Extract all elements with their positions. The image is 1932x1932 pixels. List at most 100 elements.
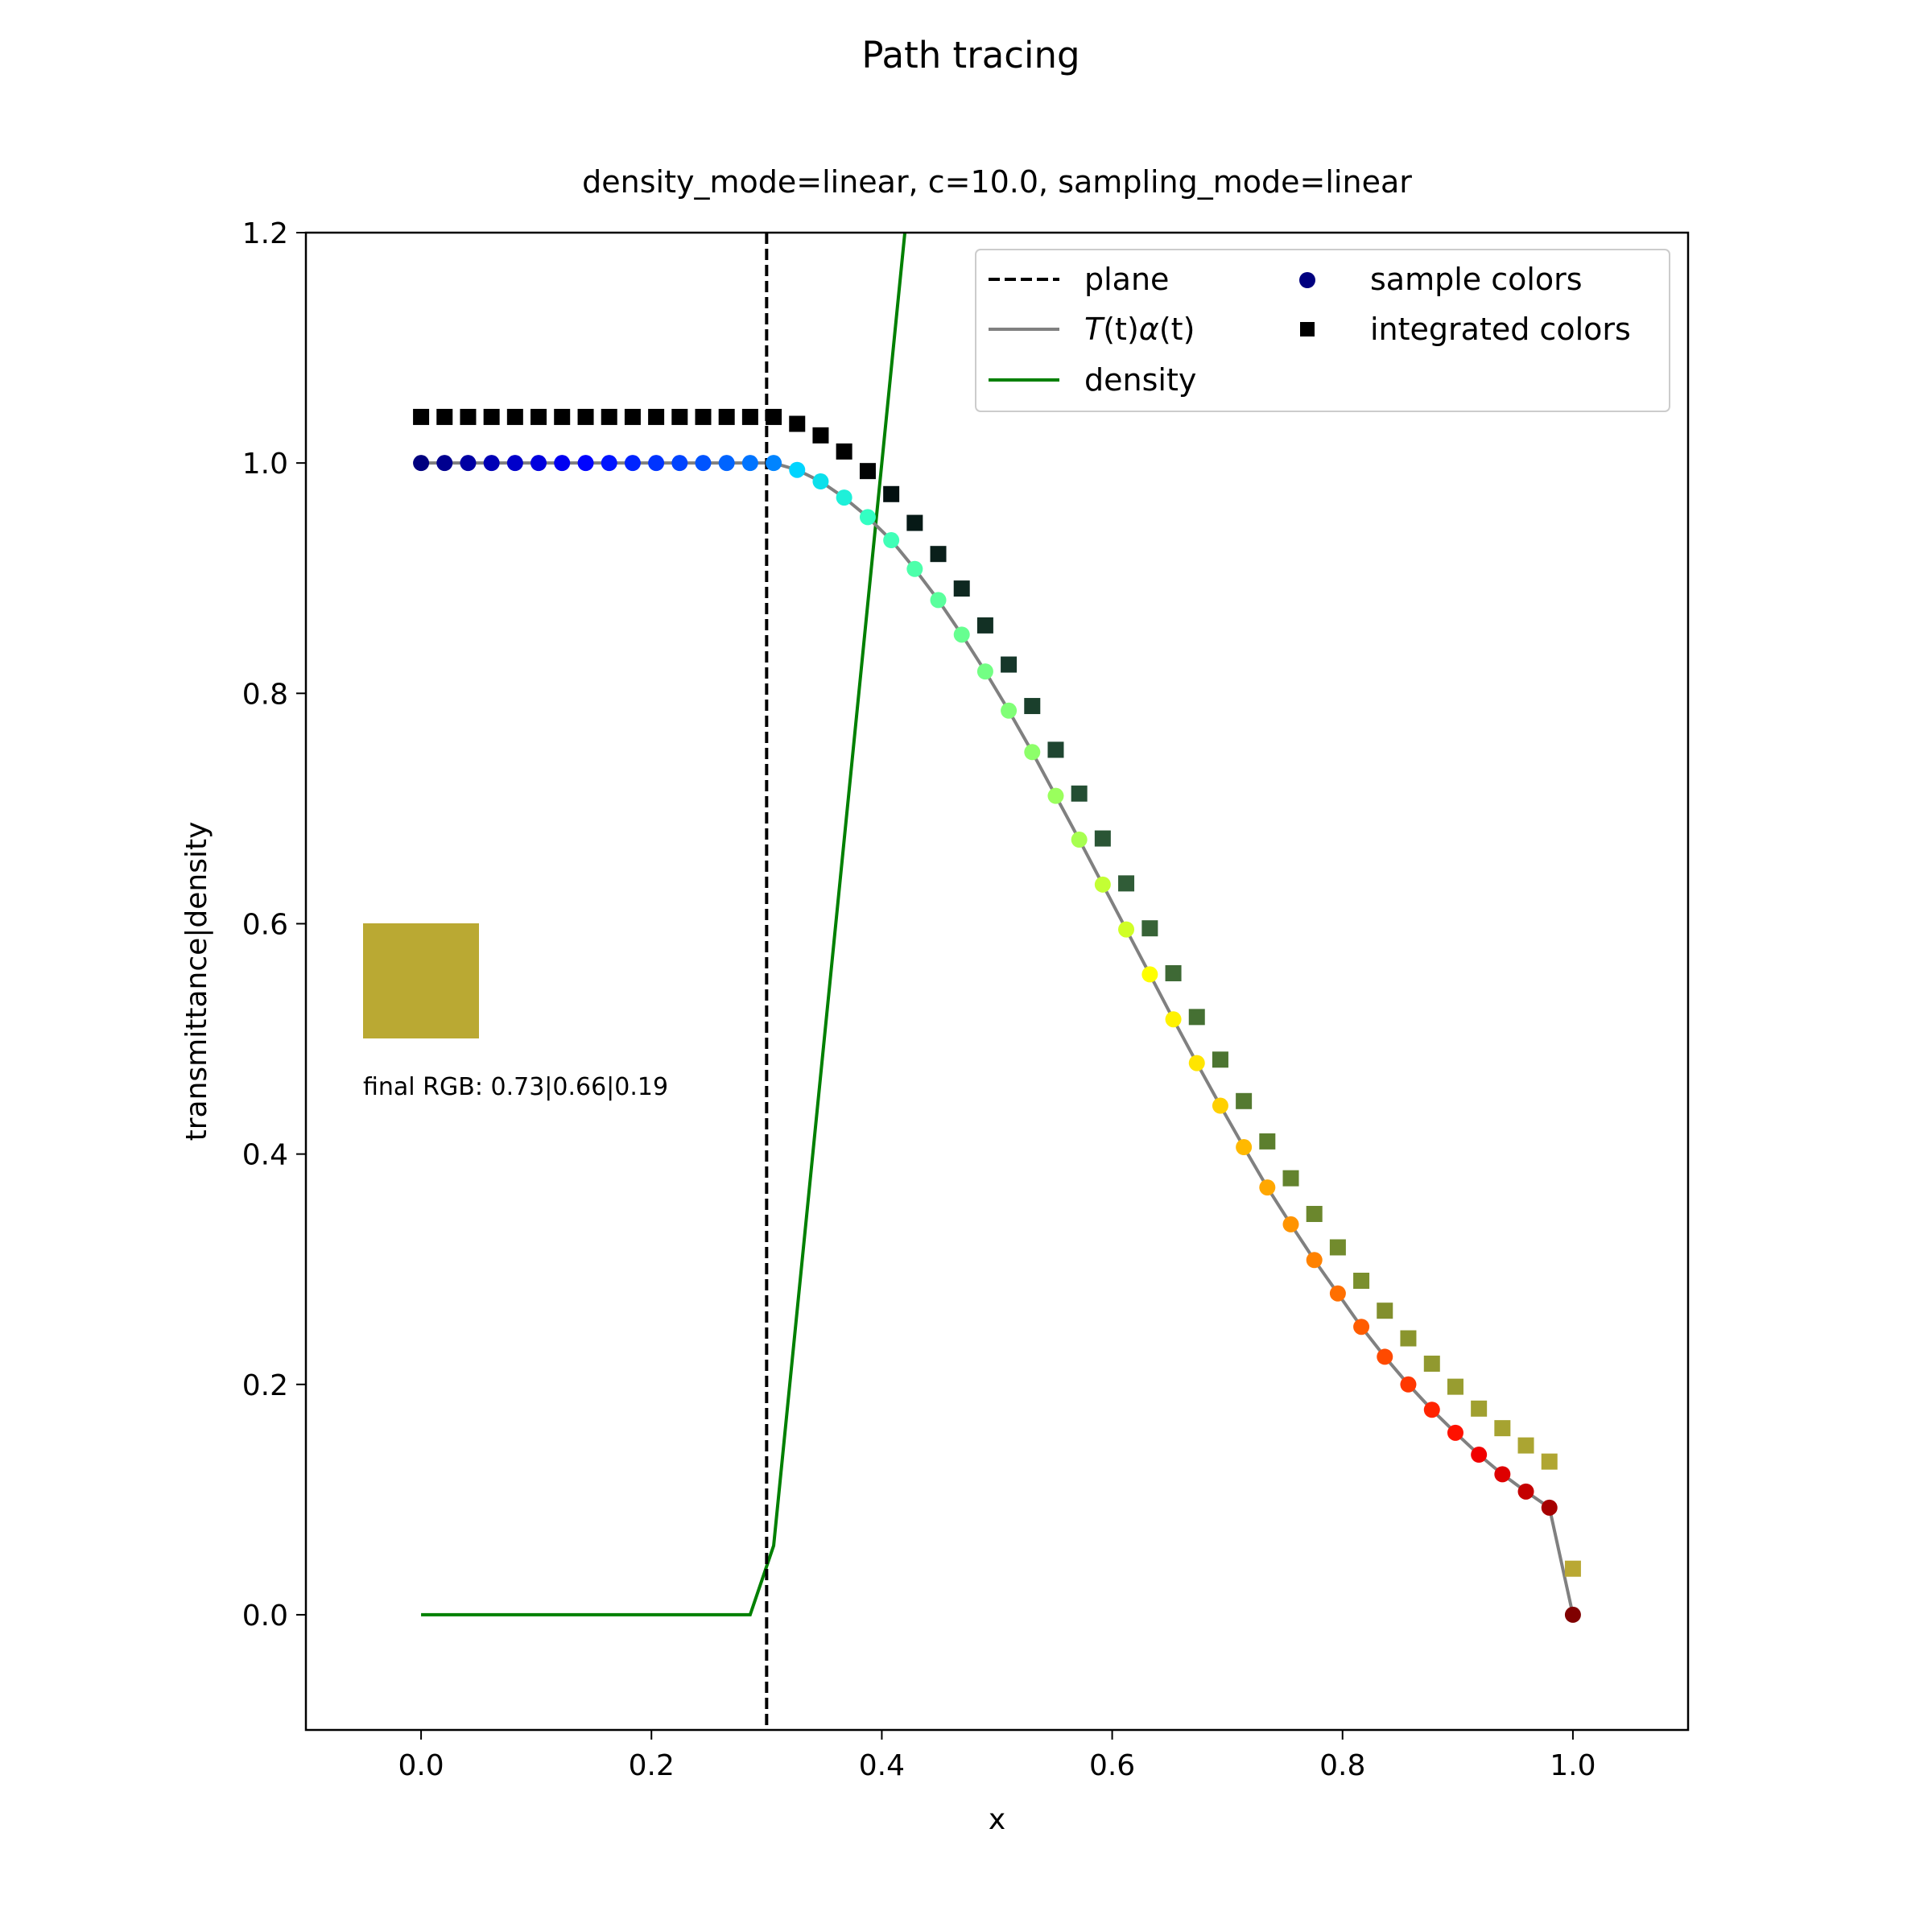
integrated-color-marker [413,408,430,425]
y-tick-label: 0.2 [242,1369,288,1402]
integrated-color-marker [1329,1239,1346,1256]
transmittance-alpha-line [421,461,1575,1616]
integrated-color-marker [1471,1400,1488,1417]
integrated-color-marker [436,408,453,425]
legend-plane-label: plane [1084,262,1169,297]
integrated-color-marker [601,408,617,425]
integrated-color-marker [1353,1273,1370,1289]
integrated-color-marker [577,408,594,425]
x-tick-label: 0.6 [1089,1749,1135,1782]
integrated-color-marker [812,427,829,444]
x-tick-label: 0.2 [629,1749,675,1782]
sample-color-marker [1259,1179,1276,1196]
x-axis-ticks: 0.0 0.2 0.4 0.6 0.8 1.0 [398,1730,1596,1782]
integrated-color-marker [1188,1009,1205,1026]
integrated-color-marker [1024,698,1041,715]
sample-color-marker [460,455,477,472]
sample-color-marker [483,455,500,472]
sample-color-marker [1377,1348,1393,1365]
sample-color-marker [953,626,970,643]
integrated-color-marker [1141,920,1158,937]
integrated-color-marker [1447,1378,1463,1395]
sample-color-marker [789,461,806,478]
integrated-color-marker [695,408,712,425]
integrated-color-marker [1071,785,1088,802]
sample-color-marker [671,455,688,472]
x-tick-label: 0.0 [398,1749,444,1782]
legend-box [975,249,1670,412]
axes-frame [304,231,1690,1732]
sample-color-marker [1329,1285,1346,1302]
sample-color-marker [766,455,782,472]
sample-color-marker [1471,1447,1488,1463]
legend-ta-arg2: (t) [1159,312,1195,347]
sample-color-marker [1047,787,1064,804]
integrated-color-marker [883,485,900,502]
sample-color-marker [1423,1402,1440,1418]
plot-area [413,233,1581,1730]
integrated-color-marker [1001,656,1018,673]
integrated-color-marker [1047,741,1064,758]
sample-color-marker [695,455,712,472]
sample-color-marker [1094,876,1111,893]
y-tick-label: 1.0 [242,448,288,481]
integrated-color-marker [906,514,923,531]
integrated-color-marker [1541,1453,1558,1470]
x-tick-label: 1.0 [1550,1749,1596,1782]
sample-color-marker [601,455,617,472]
integrated-color-marker [1282,1170,1299,1187]
integrated-color-marker [1118,875,1135,892]
sample-color-marker [1353,1319,1370,1335]
legend-ta-arg1: (t) [1103,312,1139,347]
sample-color-marker [1564,1606,1581,1623]
integrated-color-marker [859,463,876,480]
sample-color-marker [1400,1376,1417,1393]
integrated-color-marker [1212,1051,1228,1068]
density-line [421,233,907,1616]
integrated-color-marker [1306,1206,1323,1223]
sample-color-marker [1306,1252,1323,1269]
final-rgb-label: final RGB: 0.73|0.66|0.19 [363,1073,668,1101]
legend: plane T(t)α(t) density sample colors int… [975,249,1670,412]
sample-color-marker [718,455,735,472]
integrated-color-marker [1236,1092,1253,1109]
y-tick-label: 0.8 [242,678,288,711]
chart-subtitle: density_mode=linear, c=10.0, sampling_mo… [582,164,1412,200]
y-tick-label: 0.4 [242,1139,288,1172]
integrated-color-marker [506,408,523,425]
sample-color-marker [836,489,852,506]
x-axis-label: x [989,1803,1005,1836]
sample-color-marker [859,509,876,526]
sample-color-marker [1282,1216,1299,1232]
sample-color-marker [906,560,923,577]
integrated-color-marker [930,546,947,563]
integrated-color-marker [554,408,571,425]
y-tick-label: 0.6 [242,908,288,941]
integrated-color-marker [836,443,852,460]
integrated-color-marker [766,408,782,425]
legend-sample-marker [1299,272,1315,288]
sample-color-marker [413,455,430,472]
integrated-color-marker [671,408,688,425]
integrated-color-marker [741,408,758,425]
integrated-color-marker [1259,1133,1276,1150]
sample-color-marker [1188,1055,1205,1071]
sample-color-marker [930,592,947,609]
sample-color-marker [1165,1011,1182,1028]
sample-color-marker [1236,1139,1253,1156]
sample-color-marker [1212,1097,1228,1114]
y-tick-label: 1.2 [242,217,288,250]
integrated-color-marker [624,408,641,425]
integrated-color-marker [1094,830,1111,847]
integrated-color-marker [1400,1330,1417,1347]
integrated-color-marker [648,408,665,425]
legend-ta-t: T [1084,312,1105,347]
sample-color-marker [883,532,900,549]
integrated-color-marker [789,415,806,432]
integrated-color-marker [1165,964,1182,981]
sample-color-marker [648,455,665,472]
sample-color-marker [1001,702,1018,719]
sample-color-marker [1447,1424,1463,1441]
integrated-color-marker [1564,1560,1581,1577]
